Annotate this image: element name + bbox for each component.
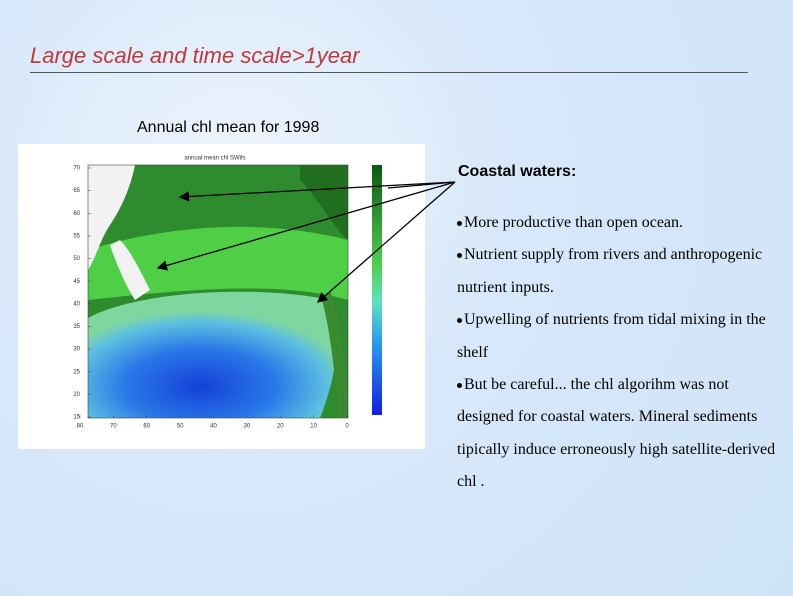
map bbox=[87, 164, 382, 419]
map-x-tick: 30 bbox=[244, 424, 251, 430]
bullet-dot bbox=[457, 318, 462, 324]
slide-title: Large scale and time scale>1year bbox=[30, 43, 360, 68]
bullet-dot bbox=[457, 220, 462, 226]
map-x-tick: 80 bbox=[77, 424, 84, 430]
map-y-tick: 70 bbox=[73, 166, 80, 172]
map-x-tick: 70 bbox=[110, 424, 117, 430]
heading: Coastal waters: bbox=[458, 163, 577, 180]
map-y-tick: 15 bbox=[73, 415, 80, 421]
map-y-tick: 60 bbox=[73, 211, 80, 217]
map-x-tick: 10 bbox=[310, 424, 317, 430]
bullet-dot bbox=[457, 382, 462, 388]
bullet: More productive than open ocean. bbox=[457, 207, 782, 239]
map-y-tick: 50 bbox=[73, 256, 80, 262]
map-y-tick: 55 bbox=[73, 233, 80, 239]
map-x-tick: 0 bbox=[345, 424, 349, 430]
bullet-text: But be careful... the chl algorihm was n… bbox=[457, 376, 776, 491]
bullet: But be careful... the chl algorihm was n… bbox=[457, 369, 782, 499]
bullet: Nutrient supply from rivers and anthropo… bbox=[457, 239, 782, 304]
map-x-tick: 50 bbox=[177, 424, 184, 430]
bullet-list: More productive than open ocean. Nutrient… bbox=[457, 207, 782, 499]
figure-caption: Annual chl mean for 1998 bbox=[137, 119, 320, 136]
map-title: annual mean chl SWifs bbox=[184, 156, 245, 162]
map-x-tick: 60 bbox=[143, 424, 150, 430]
map-y-tick: 40 bbox=[73, 301, 80, 307]
title-rule bbox=[30, 72, 748, 73]
map-y-tick: 25 bbox=[73, 369, 80, 375]
map-x-tick: 20 bbox=[277, 424, 284, 430]
bullet-text: Nutrient supply from rivers and anthropo… bbox=[457, 246, 763, 296]
map-y-tick: 20 bbox=[73, 392, 80, 398]
map-y-tick: 30 bbox=[73, 347, 80, 353]
bullet-text: More productive than open ocean. bbox=[464, 214, 684, 231]
map-y-tick: 65 bbox=[73, 188, 80, 194]
bullet: Upwelling of nutrients from tidal mixing… bbox=[457, 304, 782, 369]
bullet-text: Upwelling of nutrients from tidal mixing… bbox=[457, 311, 766, 361]
arrows bbox=[156, 181, 456, 303]
map-y-tick: 35 bbox=[73, 324, 80, 330]
map-y-tick: 45 bbox=[73, 279, 80, 285]
map-x-tick: 40 bbox=[210, 424, 217, 430]
bullet-dot bbox=[457, 253, 462, 259]
